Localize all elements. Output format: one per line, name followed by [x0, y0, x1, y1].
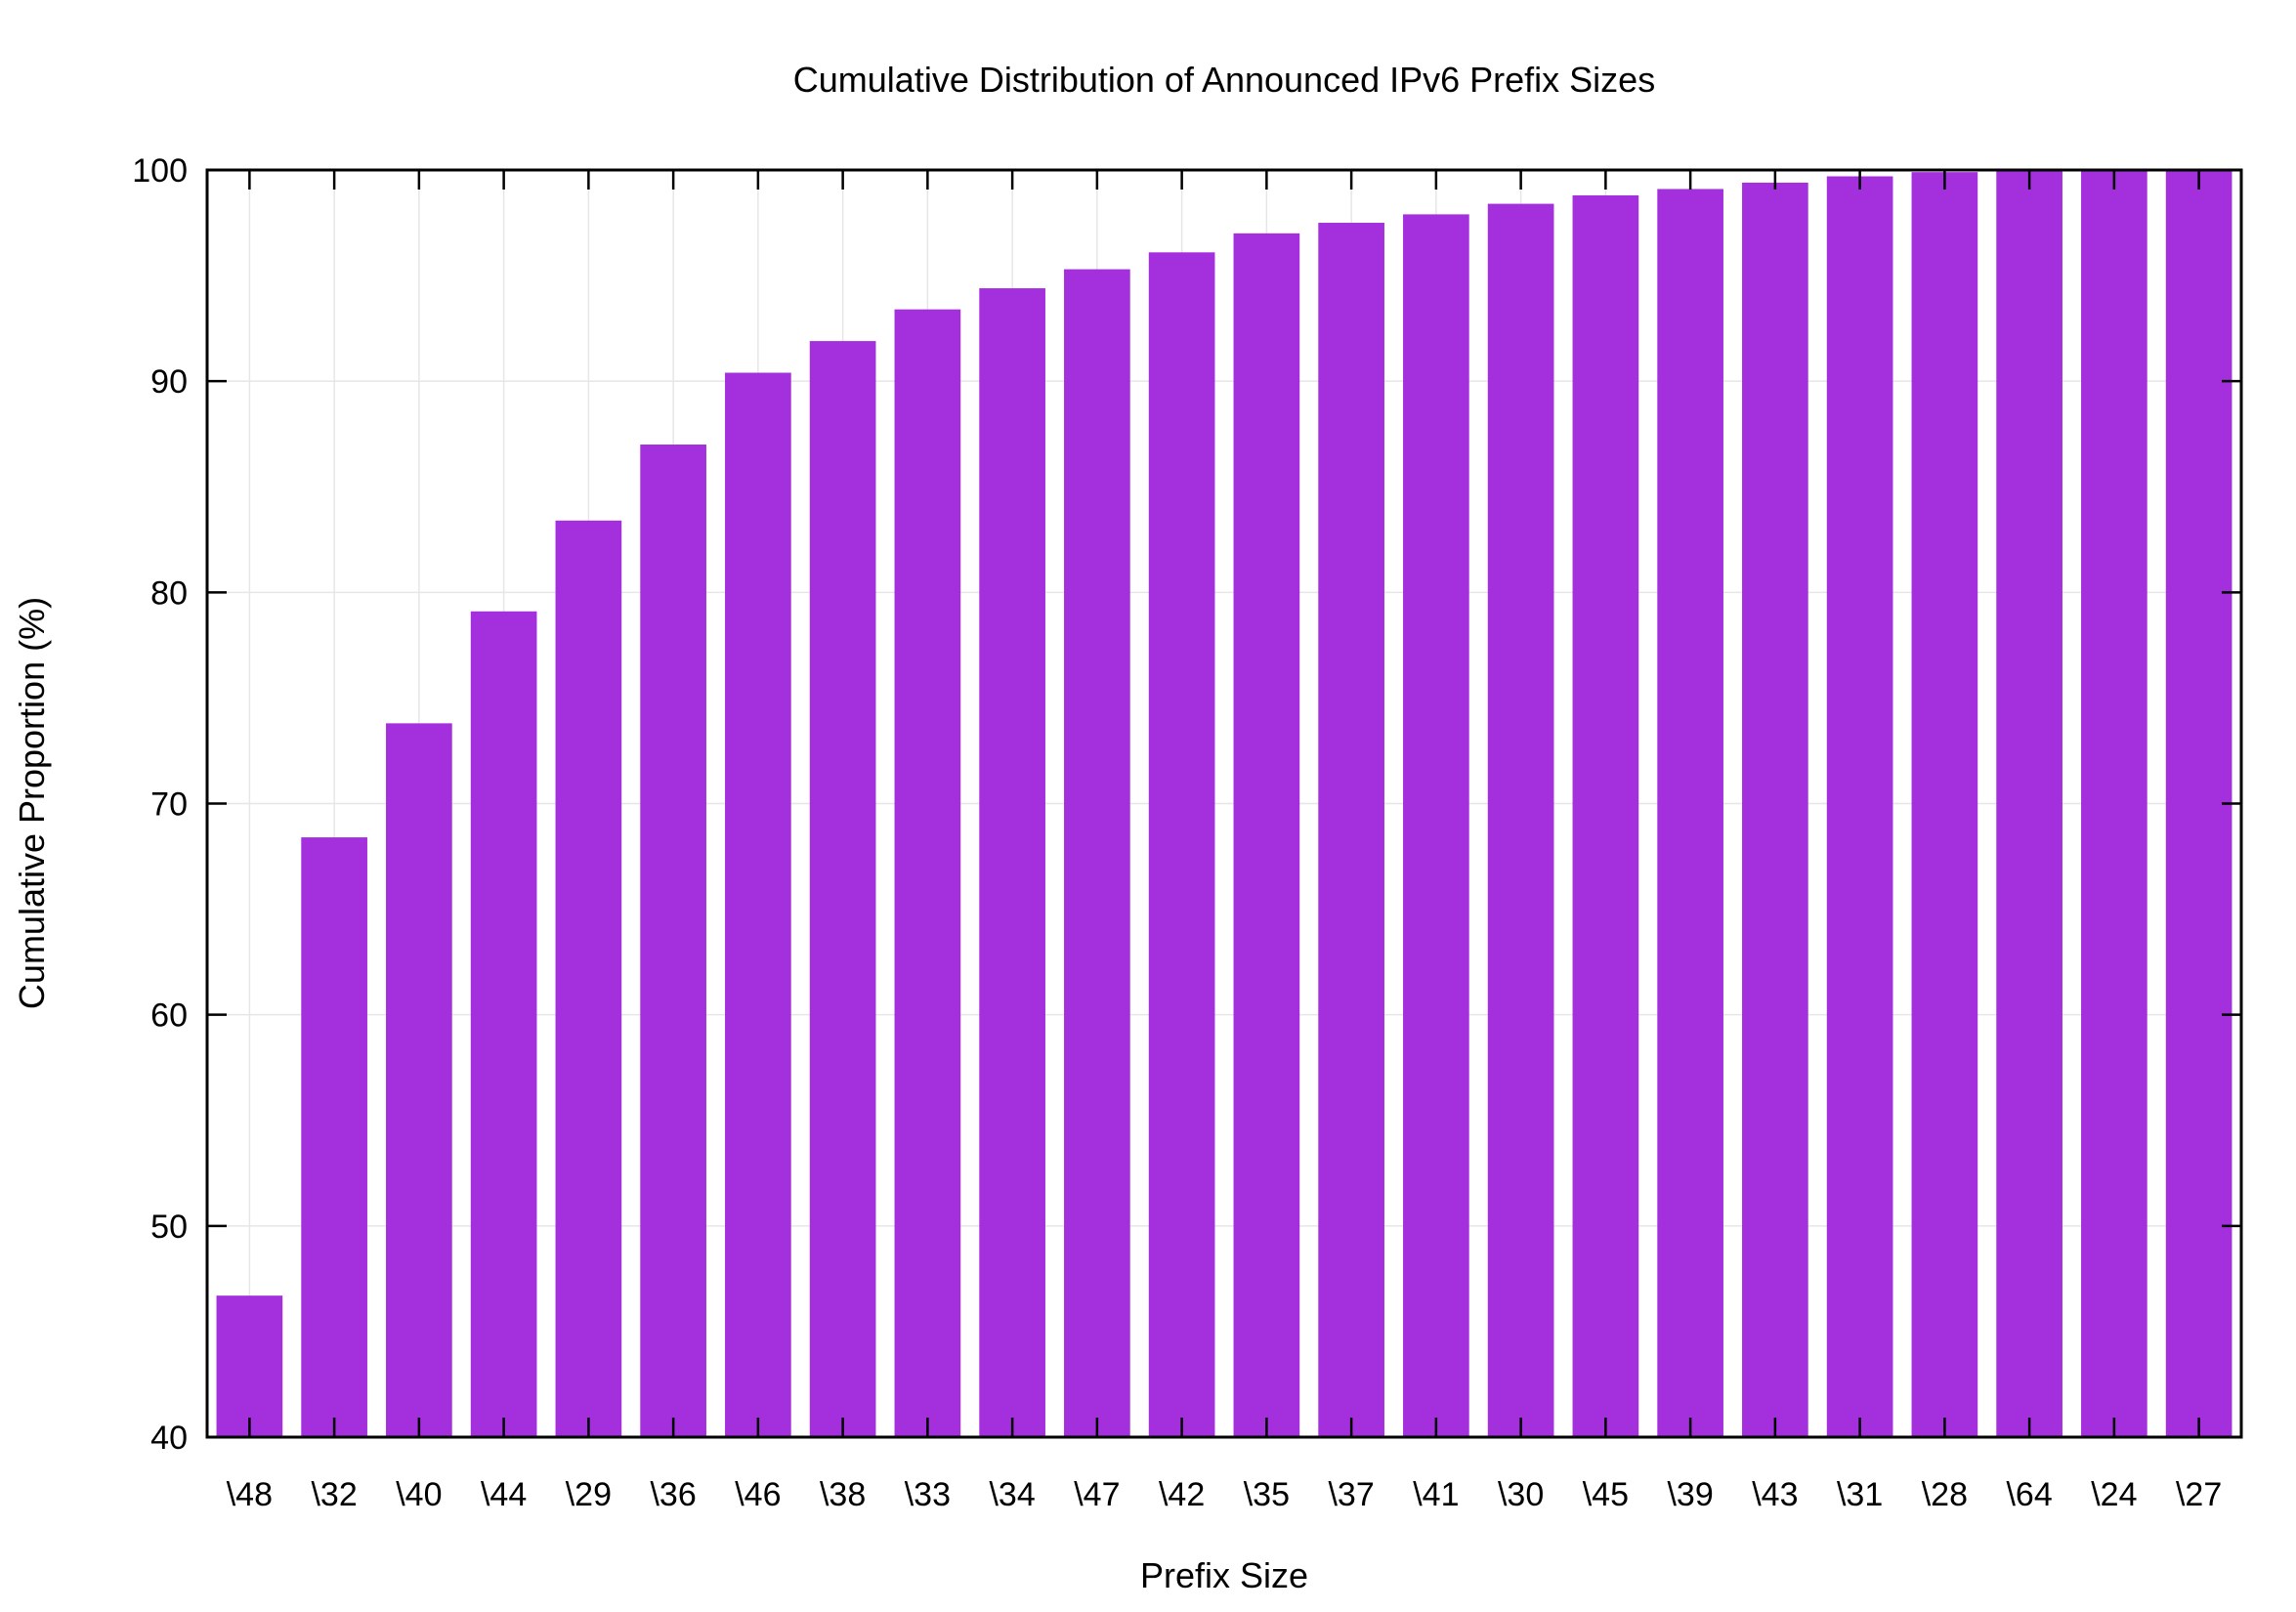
x-tick-label: \34: [989, 1476, 1035, 1513]
bar: [386, 723, 452, 1437]
x-tick-label: \47: [1074, 1476, 1120, 1513]
bar: [1487, 203, 1554, 1437]
bar: [809, 341, 876, 1438]
x-tick-label: \27: [2176, 1476, 2222, 1513]
x-tick-label: \43: [1752, 1476, 1798, 1513]
bar: [1996, 170, 2062, 1437]
bar: [1148, 252, 1215, 1438]
bar: [1403, 214, 1469, 1437]
x-tick-label: \46: [735, 1476, 781, 1513]
x-tick-label: \31: [1837, 1476, 1883, 1513]
bar: [1826, 176, 1893, 1438]
x-tick-labels: \48 \32 \40 \44 \29 \36 \46 \38 \33 \34 \47 \42 \35 \…: [227, 1476, 2223, 1513]
x-tick-label: \35: [1244, 1476, 1290, 1513]
x-tick-label: \24: [2091, 1476, 2137, 1513]
ticks: [207, 168, 2241, 1439]
bar: [301, 837, 367, 1437]
bar: [894, 309, 961, 1437]
x-tick-label: \42: [1159, 1476, 1205, 1513]
x-tick-label: \41: [1413, 1476, 1459, 1513]
bars: [216, 170, 2232, 1438]
x-tick-label: \30: [1498, 1476, 1544, 1513]
x-tick-label: \32: [311, 1476, 357, 1513]
x-tick-label: \45: [1583, 1476, 1629, 1513]
bar: [2081, 170, 2147, 1437]
y-tick-label: 70: [150, 786, 188, 824]
x-tick-label: \29: [566, 1476, 612, 1513]
x-tick-label: \40: [396, 1476, 442, 1513]
x-tick-label: \38: [820, 1476, 866, 1513]
bar: [1657, 189, 1723, 1438]
bar: [1742, 182, 1808, 1438]
y-tick-labels: 40 50 60 70 80 90 100: [132, 152, 188, 1457]
bar: [1233, 233, 1300, 1438]
x-tick-label: \44: [481, 1476, 527, 1513]
y-tick-label: 50: [150, 1209, 188, 1246]
bar: [555, 520, 622, 1437]
y-tick-label: 90: [150, 363, 188, 401]
bar: [979, 288, 1045, 1437]
y-axis-label: Cumulative Proportion (%): [12, 597, 52, 1009]
y-tick-label: 40: [150, 1420, 188, 1457]
x-tick-label: \64: [2006, 1476, 2052, 1513]
x-tick-label: \28: [1922, 1476, 1968, 1513]
x-axis-label: Prefix Size: [1140, 1555, 1308, 1595]
y-tick-label: 100: [132, 152, 188, 190]
x-tick-label: \37: [1328, 1476, 1374, 1513]
x-tick-label: \48: [227, 1476, 273, 1513]
y-tick-label: 60: [150, 997, 188, 1035]
chart-title: Cumulative Distribution of Announced IPv…: [793, 60, 1655, 100]
x-tick-label: \36: [650, 1476, 696, 1513]
bar: [1572, 194, 1639, 1438]
bar: [725, 372, 791, 1437]
bar: [640, 445, 706, 1437]
bar: [1318, 223, 1384, 1438]
x-tick-label: \33: [905, 1476, 951, 1513]
bar: [2165, 170, 2232, 1437]
bar: [1911, 172, 1978, 1438]
y-tick-label: 80: [150, 574, 188, 612]
bar: [216, 1295, 283, 1437]
bar: [470, 611, 537, 1437]
x-tick-label: \39: [1667, 1476, 1713, 1513]
bar: [1064, 269, 1130, 1437]
